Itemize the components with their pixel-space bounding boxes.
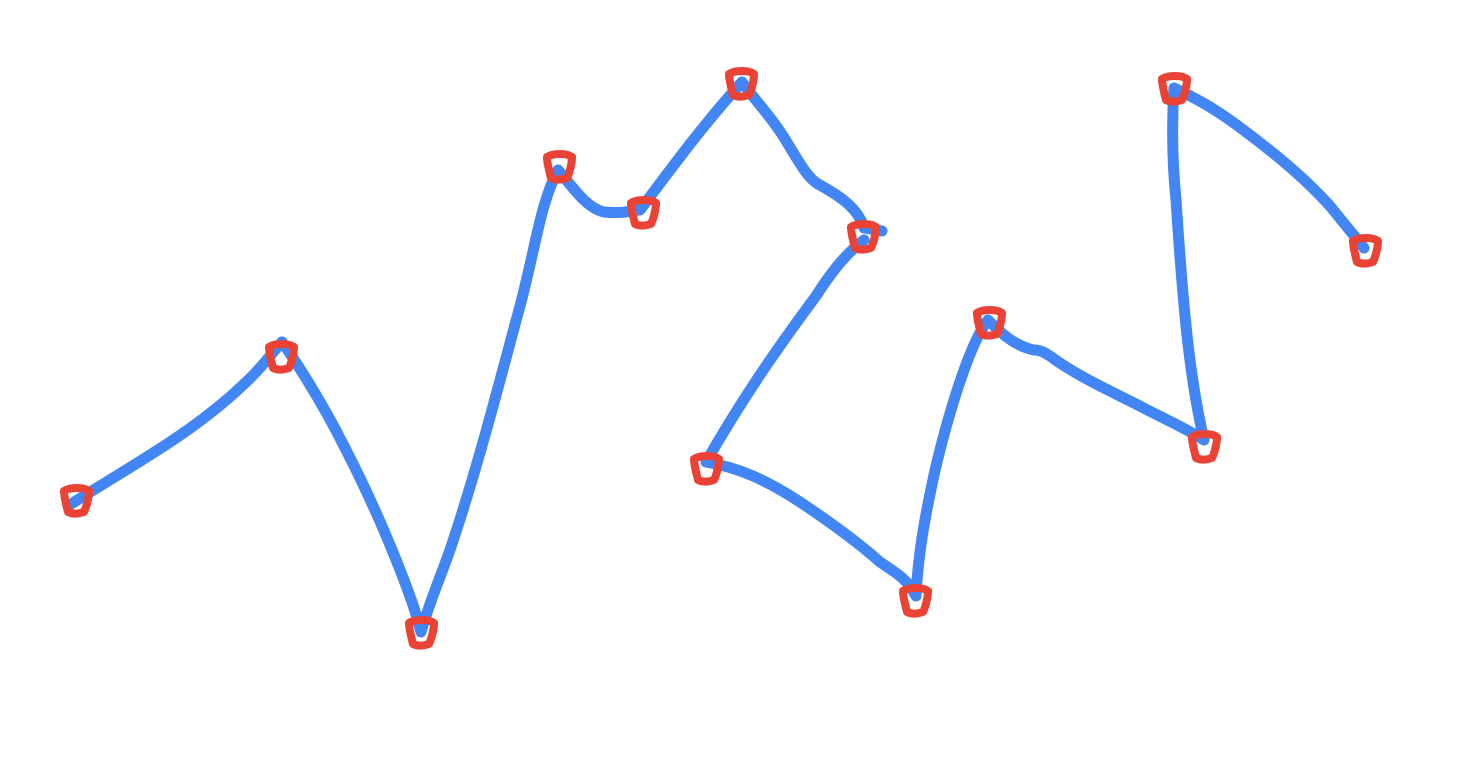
vertex-marker-ring [690,452,723,486]
vertex-marker[interactable] [725,67,758,101]
vertex-markers-layer [60,67,1382,650]
vertex-marker[interactable] [1349,234,1382,268]
vertex-marker[interactable] [405,616,438,650]
vertex-marker[interactable] [899,584,932,618]
vertex-marker[interactable] [973,306,1006,340]
stroke-line-2 [700,82,1370,602]
vertex-marker[interactable] [1158,72,1191,106]
vertex-marker-ring [1349,234,1382,268]
vertex-marker[interactable] [627,196,660,230]
strokes-layer [62,76,1370,638]
vertex-marker[interactable] [543,150,576,184]
vertex-marker-ring [265,340,298,374]
vertex-marker-ring [1158,72,1191,106]
vertex-marker[interactable] [60,484,93,518]
vertex-marker-ring [1188,430,1221,464]
vertex-marker-ring [627,196,660,230]
vertex-marker[interactable] [1188,430,1221,464]
vertex-marker-ring [973,306,1006,340]
vertex-marker-ring [899,584,932,618]
vertex-marker-ring [60,484,93,518]
vertex-marker-ring [543,150,576,184]
vertex-marker-ring [405,616,438,650]
stroke-line-1 [62,76,888,638]
vertex-marker[interactable] [265,340,298,374]
vertex-marker-ring [847,220,880,254]
vertex-marker[interactable] [847,220,880,254]
vertex-marker[interactable] [690,452,723,486]
vertex-marker-ring [725,67,758,101]
